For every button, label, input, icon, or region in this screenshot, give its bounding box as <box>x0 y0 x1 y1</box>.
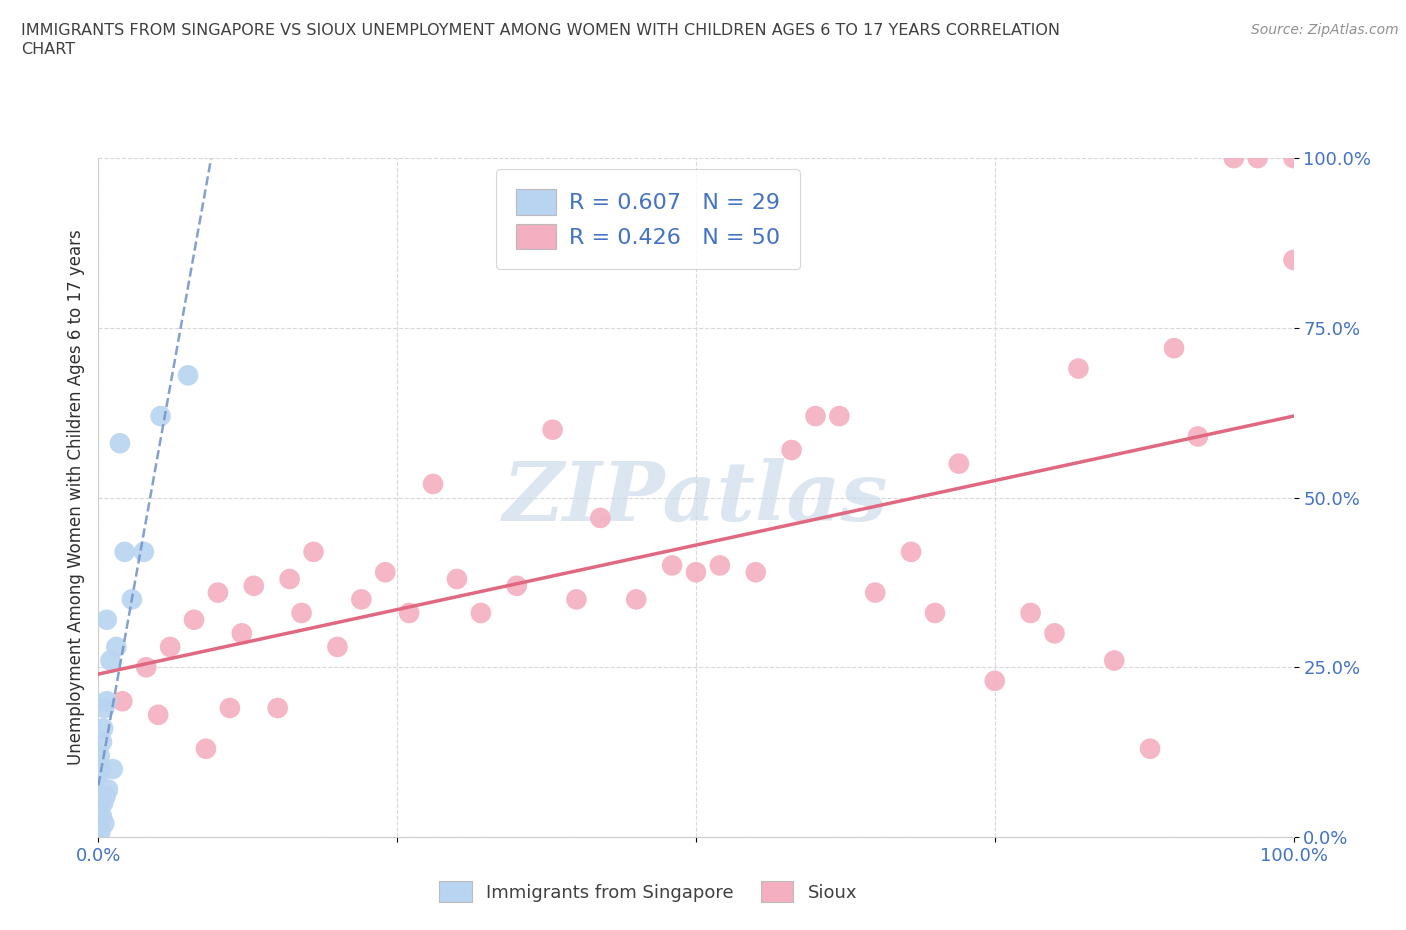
Point <box>1222 151 1246 166</box>
Point <box>780 443 803 458</box>
Point <box>565 592 588 607</box>
Point <box>90 823 112 838</box>
Text: IMMIGRANTS FROM SINGAPORE VS SIOUX UNEMPLOYMENT AMONG WOMEN WITH CHILDREN AGES 6: IMMIGRANTS FROM SINGAPORE VS SIOUX UNEMP… <box>21 23 1060 38</box>
Point <box>183 612 205 627</box>
Point <box>422 476 444 491</box>
Point <box>177 368 200 383</box>
Point <box>101 762 124 777</box>
Point <box>924 605 946 620</box>
Point <box>1019 605 1042 620</box>
Point <box>589 511 612 525</box>
Legend: Immigrants from Singapore, Sioux: Immigrants from Singapore, Sioux <box>432 874 865 910</box>
Point <box>93 700 115 715</box>
Point <box>506 578 529 593</box>
Point <box>93 816 115 830</box>
Point <box>89 830 111 844</box>
Point <box>135 660 157 675</box>
Point <box>1102 653 1125 668</box>
Point <box>96 612 118 627</box>
Point <box>350 592 373 607</box>
Y-axis label: Unemployment Among Women with Children Ages 6 to 17 years: Unemployment Among Women with Children A… <box>66 230 84 765</box>
Point <box>1163 340 1185 355</box>
Point <box>290 605 312 620</box>
Point <box>326 640 349 655</box>
Point <box>278 572 301 587</box>
Point <box>194 741 217 756</box>
Point <box>87 803 110 817</box>
Point <box>983 673 1005 688</box>
Point <box>132 544 155 559</box>
Point <box>111 694 134 709</box>
Point <box>91 721 114 736</box>
Point <box>87 768 110 783</box>
Point <box>105 640 128 655</box>
Point <box>243 578 266 593</box>
Point <box>159 640 181 655</box>
Point <box>219 700 242 715</box>
Point <box>804 408 827 423</box>
Point <box>97 782 120 797</box>
Point <box>661 558 683 573</box>
Point <box>267 700 290 715</box>
Point <box>87 816 110 830</box>
Point <box>94 789 117 804</box>
Point <box>1282 253 1305 268</box>
Point <box>446 572 468 587</box>
Point <box>91 796 114 811</box>
Point <box>685 565 707 579</box>
Point <box>828 408 851 423</box>
Point <box>108 436 131 451</box>
Point <box>1139 741 1161 756</box>
Point <box>114 544 136 559</box>
Point <box>470 605 492 620</box>
Text: Source: ZipAtlas.com: Source: ZipAtlas.com <box>1251 23 1399 37</box>
Text: CHART: CHART <box>21 42 75 57</box>
Point <box>863 585 886 600</box>
Point <box>541 422 564 437</box>
Point <box>96 694 118 709</box>
Point <box>1282 151 1305 166</box>
Point <box>98 653 122 668</box>
Point <box>1246 151 1268 166</box>
Point <box>149 408 172 423</box>
Point <box>207 585 229 600</box>
Point <box>624 592 647 607</box>
Point <box>87 809 110 824</box>
Point <box>745 565 768 579</box>
Point <box>1187 429 1209 444</box>
Point <box>709 558 731 573</box>
Text: ZIPatlas: ZIPatlas <box>503 458 889 538</box>
Point <box>121 592 143 607</box>
Point <box>87 789 110 804</box>
Point <box>87 830 110 844</box>
Point <box>90 796 112 811</box>
Point <box>1043 626 1066 641</box>
Point <box>302 544 325 559</box>
Point <box>90 762 112 777</box>
Point <box>89 748 111 763</box>
Point <box>91 809 114 824</box>
Point <box>374 565 396 579</box>
Point <box>231 626 253 641</box>
Point <box>91 735 114 750</box>
Point <box>900 544 922 559</box>
Point <box>948 457 970 472</box>
Point <box>1067 361 1090 376</box>
Point <box>398 605 420 620</box>
Point <box>148 708 170 723</box>
